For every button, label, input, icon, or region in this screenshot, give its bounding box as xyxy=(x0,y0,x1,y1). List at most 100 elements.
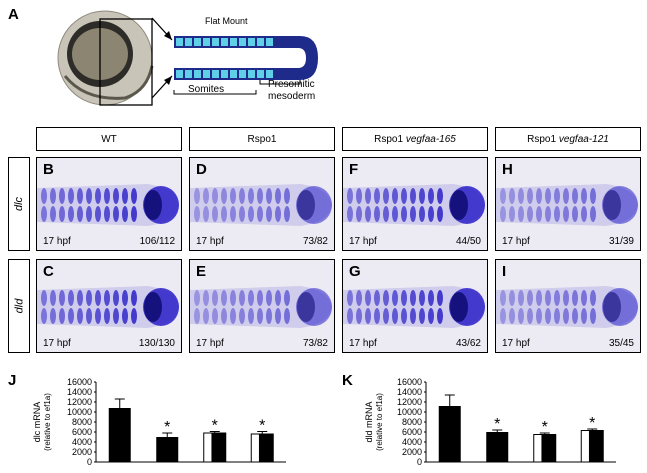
somite-stain xyxy=(518,206,524,222)
somite-stain xyxy=(248,308,254,324)
somite-stain xyxy=(419,206,425,222)
somite-stain xyxy=(203,308,209,324)
significance-mark: * xyxy=(212,418,218,435)
somite-block xyxy=(203,38,210,46)
somite-stain xyxy=(392,206,398,222)
somite-stain xyxy=(77,290,83,306)
somite-stain xyxy=(401,188,407,204)
bar-fill xyxy=(541,434,556,462)
somite-stain xyxy=(248,188,254,204)
bar: * xyxy=(156,419,179,462)
bar: * xyxy=(250,418,274,463)
somite-stain xyxy=(563,188,569,204)
somite-block xyxy=(248,38,255,46)
somite-stain xyxy=(239,290,245,306)
somite-stain xyxy=(545,188,551,204)
somite-stain xyxy=(527,290,533,306)
significance-mark: * xyxy=(589,415,595,432)
panel-letter-a: A xyxy=(8,6,19,23)
somite-stain xyxy=(59,308,65,324)
somite-stain xyxy=(554,308,560,324)
y-tick-label: 6000 xyxy=(72,427,92,437)
somite-stain xyxy=(68,308,74,324)
somite-stain xyxy=(500,188,506,204)
somite-stain xyxy=(365,206,371,222)
somite-stain xyxy=(536,206,542,222)
y-axis-label: (relative to ef1a) xyxy=(43,393,52,451)
bar-fill xyxy=(108,408,131,462)
somite-block xyxy=(266,38,273,46)
somite-stain xyxy=(518,290,524,306)
bar-fill xyxy=(438,406,461,462)
micrograph-ratio: 73/82 xyxy=(302,236,328,247)
micrograph-stage: 17 hpf xyxy=(196,338,224,349)
somite-stain xyxy=(50,206,56,222)
somite-stain xyxy=(41,308,47,324)
column-label-italic: vegfaa-165 xyxy=(405,133,456,145)
somite-stain xyxy=(131,308,137,324)
embryo-stain xyxy=(496,184,638,226)
somite-stain xyxy=(95,188,101,204)
micrograph-ratio: 106/112 xyxy=(139,236,175,247)
somite-stain xyxy=(410,188,416,204)
somite-block xyxy=(239,38,246,46)
somite-block xyxy=(221,38,228,46)
somite-stain xyxy=(194,290,200,306)
somite-stain xyxy=(230,206,236,222)
bar-fill xyxy=(211,433,226,462)
psm-stain xyxy=(603,292,621,322)
somite-stain xyxy=(428,206,434,222)
psm-stain xyxy=(144,292,162,322)
somite-stain xyxy=(545,206,551,222)
somite-stain xyxy=(410,206,416,222)
somite-stain xyxy=(437,206,443,222)
y-tick-label: 14000 xyxy=(397,387,422,397)
y-tick-label: 16000 xyxy=(397,377,422,387)
somite-stain xyxy=(239,188,245,204)
somite-stain xyxy=(572,290,578,306)
column-header-rspo1-vegfaa-165: Rspo1 vegfaa-165 xyxy=(342,127,488,151)
micrograph-letter: D xyxy=(196,161,207,178)
somite-stain xyxy=(86,188,92,204)
embryo-stain xyxy=(190,286,332,328)
y-tick-label: 10000 xyxy=(67,407,92,417)
significance-mark: * xyxy=(164,419,170,436)
somite-stain xyxy=(122,290,128,306)
bar-fill xyxy=(588,430,604,462)
y-tick-label: 12000 xyxy=(67,397,92,407)
somite-stain xyxy=(572,188,578,204)
somite-stain xyxy=(356,206,362,222)
somite-stain xyxy=(59,188,65,204)
somite-stain xyxy=(221,206,227,222)
y-axis-label: dld mRNA xyxy=(364,401,374,442)
somite-stain xyxy=(545,290,551,306)
y-tick-label: 10000 xyxy=(397,407,422,417)
somite-stain xyxy=(347,308,353,324)
somite-stain xyxy=(122,188,128,204)
somite-stain xyxy=(212,188,218,204)
somite-block xyxy=(185,70,192,78)
somite-stain xyxy=(113,308,119,324)
somite-stain xyxy=(266,206,272,222)
somite-stain xyxy=(509,188,515,204)
chart-k: dld mRNA (relative to ef1a) 02000400060008… xyxy=(364,377,616,467)
somite-stain xyxy=(113,188,119,204)
somite-stain xyxy=(545,308,551,324)
somite-stain xyxy=(437,188,443,204)
somite-stain xyxy=(590,206,596,222)
bar-fill xyxy=(486,432,509,462)
somite-stain xyxy=(95,308,101,324)
somite-stain xyxy=(392,188,398,204)
somite-stain xyxy=(266,188,272,204)
somite-stain xyxy=(230,308,236,324)
somite-block xyxy=(185,38,192,46)
somite-stain xyxy=(248,206,254,222)
somite-stain xyxy=(95,290,101,306)
bar xyxy=(438,394,461,462)
somite-stain xyxy=(536,308,542,324)
somite-stain xyxy=(284,188,290,204)
somite-stain xyxy=(581,308,587,324)
y-tick-label: 8000 xyxy=(72,417,92,427)
bar: * xyxy=(203,418,227,463)
somite-block xyxy=(257,38,264,46)
